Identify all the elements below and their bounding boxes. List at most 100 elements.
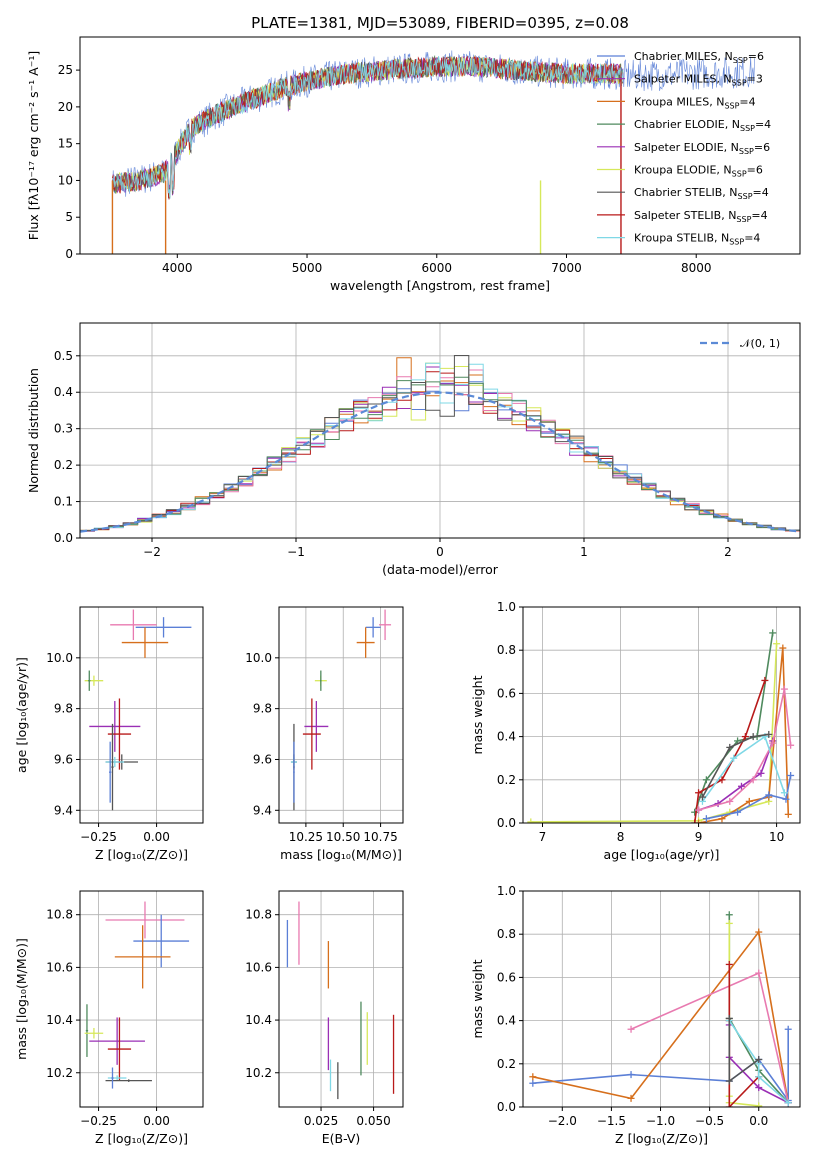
spectrum-line: [112, 56, 624, 199]
mass-weight-marker: [745, 797, 753, 805]
y-tick-label: 0.6: [497, 970, 516, 984]
weight_age-plot-area: [527, 629, 795, 823]
y-tick-label: 10.4: [46, 1013, 73, 1027]
y-tick-label: 20: [58, 100, 73, 114]
x-tick-label: −0.25: [80, 830, 117, 844]
mass-weight-line: [728, 964, 760, 1107]
mass-weight-marker: [784, 1099, 792, 1107]
mass-weight-marker: [702, 776, 710, 784]
errorbar-point: [293, 741, 295, 803]
errorbar-point: [320, 670, 322, 691]
errorbar-point: [111, 723, 114, 811]
y-tick-label: 0.4: [497, 1014, 516, 1028]
age_Z-plot-area: [84, 609, 192, 811]
mass-weight-marker: [755, 928, 763, 936]
legend-entry: Kroupa MILES, NSSP=4: [634, 95, 756, 110]
x-tick-label: 0: [436, 545, 444, 559]
y-tick-label: 0.2: [497, 1057, 516, 1071]
legend-sub: SSP: [736, 215, 751, 224]
mass-weight-line: [728, 1020, 789, 1104]
errorbar-point: [89, 701, 141, 752]
x-axis-label: age [log₁₀(age/yr)]: [604, 847, 720, 862]
axes-frame: [79, 606, 204, 824]
y-tick-label: 9.8: [54, 702, 73, 716]
y-tick-label: 0.2: [54, 458, 73, 472]
mass-weight-marker: [730, 754, 738, 762]
mass-weight-line: [693, 632, 774, 813]
x-tick-label: −2: [143, 545, 161, 559]
y-tick-label: 1.0: [497, 884, 516, 898]
spectrum-ticks: 4000 5000 6000 7000 8000 0 5 10 15 20 25: [58, 63, 712, 275]
errorbar-point: [135, 617, 192, 638]
y-tick-label: 0.4: [54, 385, 73, 399]
legend-sub: SSP: [738, 192, 753, 201]
residuals-plot-area: [80, 355, 800, 533]
histogram-step: [80, 376, 800, 532]
mass-weight-marker: [725, 1014, 733, 1022]
normal-curve: [80, 391, 798, 533]
mass-weight-marker: [734, 808, 742, 816]
legend-text: Kroupa MILES, N: [634, 95, 724, 108]
x-tick-label: 7: [539, 830, 547, 844]
y-tick-label: 0: [65, 247, 73, 261]
x-tick-label: −0.25: [80, 1114, 117, 1128]
y-tick-label: 9.8: [253, 702, 272, 716]
y-tick-label: 9.6: [253, 752, 272, 766]
age_Z-chart: −0.25 0.00 9.4 9.6 9.8 10.0 Z [log₁₀(Z/Z⊙)] age…: [14, 606, 204, 862]
y-tick-label: 10.8: [46, 908, 73, 922]
x-tick-label: −1: [287, 545, 305, 559]
y-tick-label: 0.0: [497, 816, 516, 830]
axes-frame: [278, 890, 404, 1108]
y-tick-label: 0.0: [54, 531, 73, 545]
x-tick-label: 0.0: [749, 1114, 768, 1128]
mass-weight-marker: [691, 808, 699, 816]
mass-weight-marker: [741, 733, 749, 741]
legend-text: Chabrier ELODIE, N: [634, 118, 740, 131]
y-tick-label: 10: [58, 173, 73, 187]
mass-weight-marker: [718, 815, 726, 823]
errorbar-point: [304, 701, 329, 752]
y-axis-label: age [log₁₀(age/yr)]: [14, 657, 29, 773]
x-tick-label: 7000: [551, 261, 582, 275]
legend-text: Salpeter STELIB, N: [634, 209, 736, 222]
mass-weight-marker: [765, 791, 773, 799]
errorbar-point: [105, 756, 125, 768]
x-tick-label: 1: [580, 545, 588, 559]
mass-weight-marker: [725, 1077, 733, 1085]
x-tick-label: 8000: [681, 261, 712, 275]
axes-frame: [278, 606, 404, 824]
legend-post: =4: [751, 209, 767, 222]
age_mass-grid: [279, 607, 403, 823]
errorbar-point: [88, 670, 91, 691]
legend-post: =6: [754, 141, 770, 154]
mass_Z-chart: −0.25 0.00 10.2 10.4 10.6 10.8 Z [log₁₀(Z/Z⊙)]…: [14, 890, 204, 1146]
legend-sub: SSP: [733, 56, 748, 65]
mass-weight-marker: [749, 776, 757, 784]
mass-weight-line: [698, 688, 792, 811]
legend-entry: 𝒩(0, 1): [740, 337, 780, 350]
legend-text: Chabrier STELIB, N: [634, 186, 738, 199]
residuals-ticks: −2 −1 0 1 2 0.0 0.1 0.2 0.3 0.4 0.5: [54, 349, 732, 559]
x-axis-label: Z [log₁₀(Z/Z⊙)]: [615, 1131, 708, 1146]
y-tick-label: 0.6: [497, 686, 516, 700]
x-tick-label: −1.5: [597, 1114, 626, 1128]
mass-weight-marker: [695, 806, 703, 814]
x-tick-label: −2.0: [548, 1114, 577, 1128]
mass-weight-marker: [529, 1073, 537, 1081]
legend-post: =4: [744, 232, 760, 245]
legend-post: =4: [739, 95, 755, 108]
legend: 𝒩(0, 1): [700, 337, 780, 350]
y-axis-label: mass weight: [470, 959, 485, 1038]
x-tick-label: 6000: [421, 261, 452, 275]
y-tick-label: 9.6: [54, 752, 73, 766]
residuals-chart: −2 −1 0 1 2 0.0 0.1 0.2 0.3 0.4 0.5 (data-model)/er…: [26, 322, 801, 577]
errorbar-point: [89, 1017, 145, 1065]
mass-weight-marker: [755, 1102, 763, 1107]
y-tick-label: 10.0: [46, 651, 73, 665]
errorbar-point: [84, 675, 104, 686]
axes-frame: [79, 322, 801, 539]
legend-entry: Salpeter STELIB, NSSP=4: [634, 209, 768, 224]
x-tick-label: 10: [769, 830, 784, 844]
y-axis-label: mass [log₁₀(M/M⊙)]: [14, 938, 29, 1060]
x-axis-label: mass [log₁₀(M/M⊙)]: [280, 847, 402, 862]
